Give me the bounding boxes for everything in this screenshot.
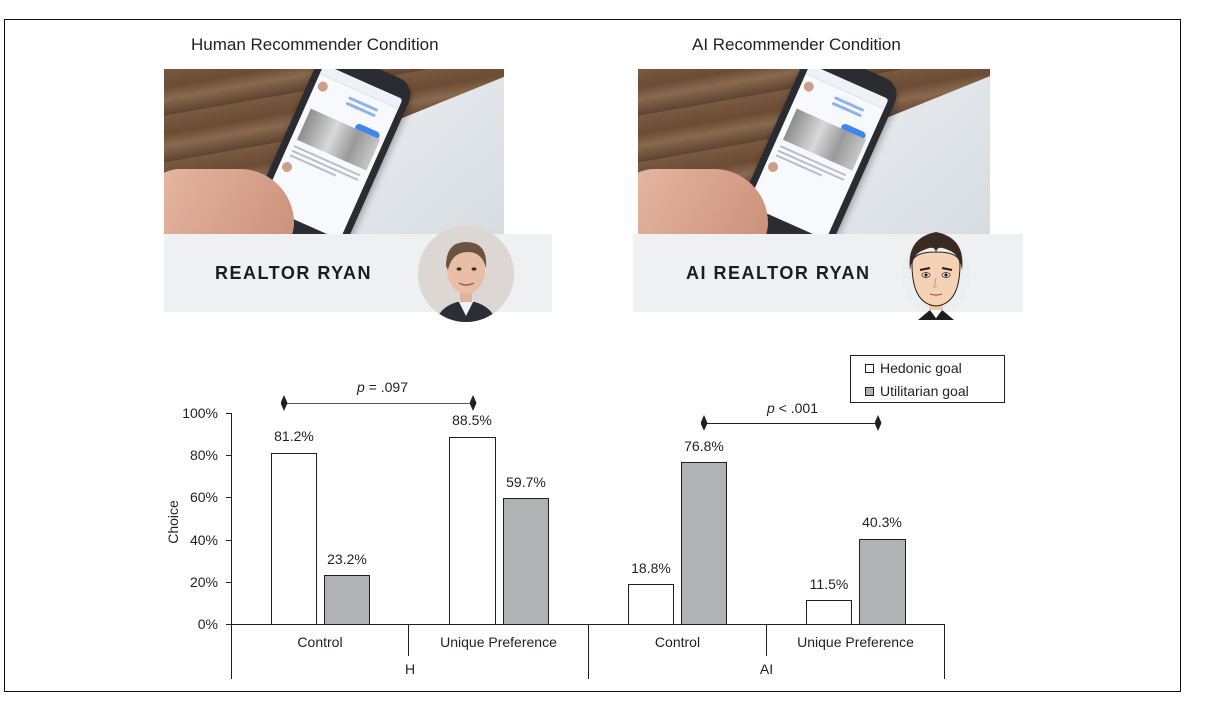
bar-h-control-utilitarian xyxy=(324,575,370,625)
y-tick xyxy=(226,455,231,456)
bar-ai-unique-utilitarian xyxy=(859,539,906,625)
legend-item-hedonic: Hedonic goal xyxy=(865,360,962,376)
human-condition-title: Human Recommender Condition xyxy=(191,35,439,54)
y-tick-label: 0% xyxy=(197,616,218,632)
ai-phone-photo xyxy=(638,69,990,234)
y-tick xyxy=(226,624,231,625)
y-tick-label: 40% xyxy=(189,532,218,548)
human-realtor-avatar xyxy=(418,226,514,322)
significance-line-ai xyxy=(704,423,878,424)
legend-label: Hedonic goal xyxy=(880,360,962,376)
x-group-label-ai: AI xyxy=(759,661,774,677)
p-value-human: p = .097 xyxy=(357,379,408,395)
ai-realtor-name: AI REALTOR RYAN xyxy=(686,263,871,283)
legend-item-utilitarian: Utilitarian goal xyxy=(865,383,969,399)
value-label: 76.8% xyxy=(684,438,724,454)
value-label: 11.5% xyxy=(809,576,849,592)
ai-realtor-cartoon-avatar xyxy=(896,224,976,322)
significance-line-human xyxy=(284,403,473,404)
x-category-label: Control xyxy=(297,634,343,650)
chart-legend: Hedonic goal Utilitarian goal xyxy=(850,355,1005,403)
x-axis-end xyxy=(944,624,945,679)
x-category-label: Control xyxy=(654,634,701,650)
value-label: 40.3% xyxy=(862,514,902,530)
bar-ai-control-utilitarian xyxy=(681,462,727,625)
y-axis xyxy=(231,413,232,679)
y-tick xyxy=(226,582,231,583)
figure-frame xyxy=(4,19,1181,692)
value-label: 88.5% xyxy=(452,412,492,428)
y-tick-label: 20% xyxy=(189,574,218,590)
realtor-name: REALTOR RYAN xyxy=(215,263,373,283)
value-label: 18.8% xyxy=(631,560,671,576)
p-value-ai: p < .001 xyxy=(767,400,818,416)
legend-swatch-icon xyxy=(865,386,874,396)
human-phone-photo xyxy=(164,69,504,234)
value-label: 23.2% xyxy=(327,551,367,567)
x-category-label: Unique Preference xyxy=(440,634,557,650)
y-tick-label: 60% xyxy=(189,489,218,505)
x-group-divider xyxy=(588,624,589,679)
y-tick xyxy=(226,540,231,541)
y-tick-label: 80% xyxy=(189,447,218,463)
value-label: 81.2% xyxy=(274,428,314,444)
legend-swatch-icon xyxy=(865,363,874,373)
bar-h-control-hedonic xyxy=(271,453,317,625)
x-category-divider xyxy=(766,624,767,656)
bar-h-unique-utilitarian xyxy=(503,498,549,625)
x-group-label-human: H xyxy=(404,661,416,677)
legend-label: Utilitarian goal xyxy=(880,383,969,399)
x-category-label: Unique Preference xyxy=(797,634,914,650)
y-tick xyxy=(226,413,231,414)
bar-ai-control-hedonic xyxy=(628,584,674,625)
value-label: 59.7% xyxy=(506,474,546,490)
x-category-divider xyxy=(408,624,409,656)
bar-h-unique-hedonic xyxy=(449,437,496,625)
y-tick xyxy=(226,497,231,498)
y-tick-label: 100% xyxy=(182,405,218,421)
ai-condition-title: AI Recommender Condition xyxy=(692,35,901,54)
bar-ai-unique-hedonic xyxy=(806,600,852,625)
